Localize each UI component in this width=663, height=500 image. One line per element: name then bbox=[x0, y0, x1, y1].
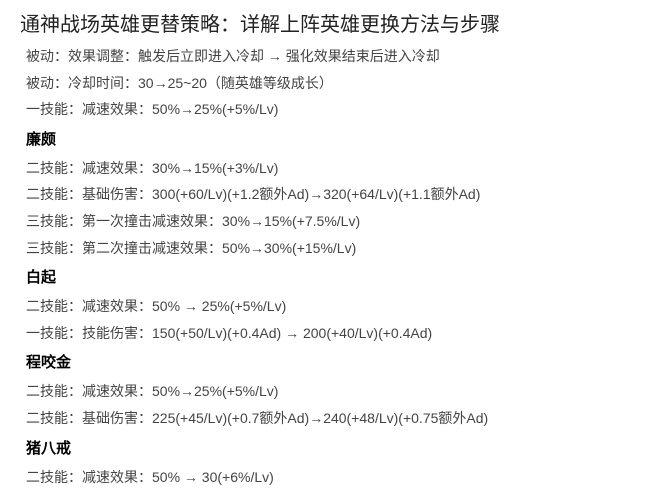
change-line: 三技能：第二次撞击减速效果：50%→30%(+15%/Lv) bbox=[20, 235, 643, 262]
change-line: 二技能：基础伤害：225(+45/Lv)(+0.7额外Ad)→240(+48/L… bbox=[20, 405, 643, 432]
change-line: 一技能：技能伤害：150(+50/Lv)(+0.4Ad) → 200(+40/L… bbox=[20, 320, 643, 347]
hero-name: 廉颇 bbox=[20, 125, 643, 155]
change-line: 一技能：减速效果：50%→25%(+5%/Lv) bbox=[20, 96, 643, 123]
page-title: 通神战场英雄更替策略：详解上阵英雄更换方法与步骤 bbox=[20, 8, 643, 37]
content-container: 被动：效果调整：触发后立即进入冷却 → 强化效果结束后进入冷却被动：冷却时间：3… bbox=[20, 43, 643, 490]
change-line: 二技能：减速效果：30%→15%(+3%/Lv) bbox=[20, 155, 643, 182]
hero-name: 猪八戒 bbox=[20, 434, 643, 464]
hero-name: 白起 bbox=[20, 263, 643, 293]
change-line: 三技能：第一次撞击减速效果：30%→15%(+7.5%/Lv) bbox=[20, 208, 643, 235]
change-line: 被动：效果调整：触发后立即进入冷却 → 强化效果结束后进入冷却 bbox=[20, 43, 643, 70]
hero-name: 程咬金 bbox=[20, 348, 643, 378]
change-line: 二技能：减速效果：50% → 25%(+5%/Lv) bbox=[20, 293, 643, 320]
change-line: 二技能：减速效果：50%→25%(+5%/Lv) bbox=[20, 378, 643, 405]
change-line: 被动：冷却时间：30→25~20（随英雄等级成长） bbox=[20, 70, 643, 97]
change-line: 二技能：基础伤害：300(+60/Lv)(+1.2额外Ad)→320(+64/L… bbox=[20, 181, 643, 208]
change-line: 二技能：减速效果：50% → 30(+6%/Lv) bbox=[20, 464, 643, 491]
